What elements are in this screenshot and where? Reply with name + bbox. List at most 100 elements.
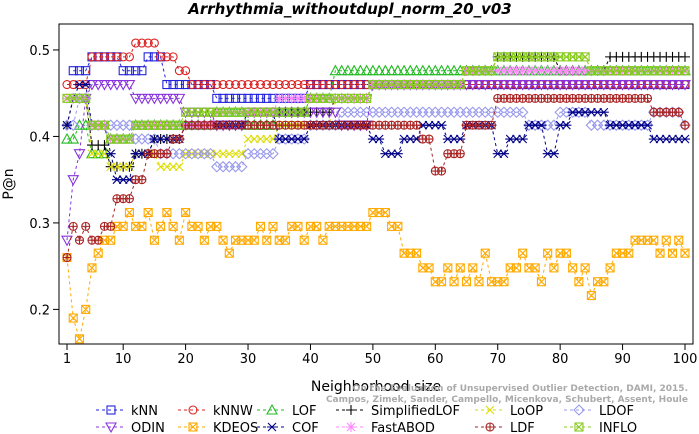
point-kdeos-16 — [156, 221, 166, 231]
point-odin-67 — [473, 79, 485, 91]
point-knnw-24 — [206, 79, 216, 90]
point-odin-19 — [173, 93, 186, 105]
point-knn-28 — [230, 93, 241, 103]
point-cof-8 — [105, 149, 116, 159]
point-odin-86 — [591, 79, 604, 91]
point-kdeos-14 — [143, 207, 153, 218]
point-kdeos-98 — [667, 248, 678, 258]
point-knn-33 — [262, 93, 272, 103]
point-knnw-8 — [106, 52, 116, 62]
point-knnw-47 — [349, 79, 359, 90]
point-ldf-1 — [62, 252, 72, 263]
point-odin-88 — [604, 79, 617, 91]
point-knnw-48 — [355, 79, 365, 90]
point-kdeos-84 — [580, 263, 590, 273]
legend-label-ldof: LDOF — [599, 404, 634, 419]
point-odin-79 — [547, 79, 560, 91]
legend-item-lof: LOF — [257, 403, 317, 419]
point-kdeos-99 — [674, 235, 684, 245]
point-kdeos-23 — [199, 235, 209, 245]
point-kdeos-73 — [511, 263, 522, 273]
point-knn-30 — [243, 93, 253, 103]
point-odin-12 — [129, 93, 142, 105]
legend-marker-odin — [105, 422, 117, 434]
axes-layer: 1 10 20 30 40 50 60 70 80 90 100 0.2 0.3 0.4 0.5 — [29, 44, 697, 367]
point-knn-13 — [137, 66, 147, 76]
point-ldof-39 — [298, 133, 310, 145]
series-fastabod — [62, 65, 690, 145]
point-odin-81 — [560, 79, 573, 91]
point-odin-42 — [317, 107, 329, 119]
point-kdeos-39 — [299, 235, 309, 245]
point-odin-91 — [622, 79, 635, 91]
point-lof-46 — [341, 64, 354, 76]
point-kdeos-82 — [568, 263, 578, 273]
point-kdeos-62 — [443, 263, 453, 273]
point-kdeos-11 — [124, 207, 134, 218]
point-simplifiedlof-100 — [680, 51, 690, 62]
point-lof-53 — [385, 64, 398, 76]
point-odin-8 — [104, 79, 117, 91]
point-knnw-1 — [62, 79, 72, 90]
point-knnw-37 — [287, 79, 297, 90]
point-odin-78 — [541, 79, 554, 91]
point-odin-69 — [485, 79, 498, 91]
point-odin-85 — [585, 79, 598, 91]
point-ldof-34 — [267, 147, 279, 160]
point-knn-26 — [218, 93, 228, 103]
point-cof-87 — [598, 107, 609, 117]
y-tick-label-0.5: 0.5 — [29, 44, 50, 59]
point-kdeos-32 — [255, 221, 266, 231]
point-knn-10 — [118, 66, 128, 76]
point-odin-95 — [647, 79, 660, 91]
point-kdeos-18 — [168, 221, 178, 231]
point-knnw-20 — [181, 66, 191, 76]
point-knnw-33 — [262, 79, 272, 90]
point-knnw-26 — [218, 79, 228, 90]
legend-label-cof: COF — [292, 421, 319, 434]
point-kdeos-91 — [624, 248, 634, 258]
point-knnw-28 — [230, 79, 241, 90]
point-lof-2 — [67, 132, 80, 144]
x-tick-label-90: 90 — [614, 352, 631, 367]
point-cof-51 — [374, 134, 385, 144]
point-knn-31 — [249, 93, 259, 103]
point-knnw-44 — [330, 79, 340, 90]
point-knn-25 — [212, 93, 222, 103]
x-tick-label-40: 40 — [302, 352, 319, 367]
series-line-ldof — [67, 97, 686, 168]
point-knnw-32 — [255, 79, 266, 90]
legend-marker-ldf — [485, 422, 495, 432]
point-fastabod-84 — [580, 65, 591, 76]
point-lof-61 — [435, 64, 448, 76]
point-kdeos-42 — [318, 235, 328, 245]
point-kdeos-17 — [162, 207, 172, 218]
point-odin-75 — [523, 79, 535, 91]
point-loop-30 — [243, 134, 253, 144]
point-fastabod-37 — [286, 93, 297, 104]
point-knn-18 — [168, 79, 178, 90]
point-knn-27 — [224, 93, 234, 103]
point-knn-20 — [181, 79, 191, 90]
point-knn-15 — [149, 52, 159, 62]
point-knnw-6 — [93, 52, 103, 62]
y-tick-label-0.2: 0.2 — [29, 303, 50, 318]
point-knnw-16 — [156, 52, 166, 62]
point-odin-93 — [635, 79, 648, 91]
legend-label-ldf: LDF — [510, 421, 535, 434]
point-lof-52 — [379, 64, 392, 76]
point-ldf-64 — [455, 149, 465, 159]
legend-item-odin: ODIN — [96, 421, 165, 434]
point-odin-73 — [510, 79, 523, 91]
point-kdeos-63 — [449, 277, 459, 287]
point-fastabod-35 — [274, 93, 285, 104]
legend-label-fastabod: FastABOD — [371, 421, 435, 434]
point-odin-89 — [610, 79, 623, 91]
x-tick-label-60: 60 — [427, 352, 444, 367]
point-odin-76 — [529, 79, 542, 91]
legend-label-lof: LOF — [292, 404, 317, 419]
point-kdeos-25 — [212, 221, 222, 231]
point-knnw-41 — [312, 79, 322, 90]
point-odin-100 — [679, 79, 691, 91]
point-odin-71 — [498, 79, 510, 91]
